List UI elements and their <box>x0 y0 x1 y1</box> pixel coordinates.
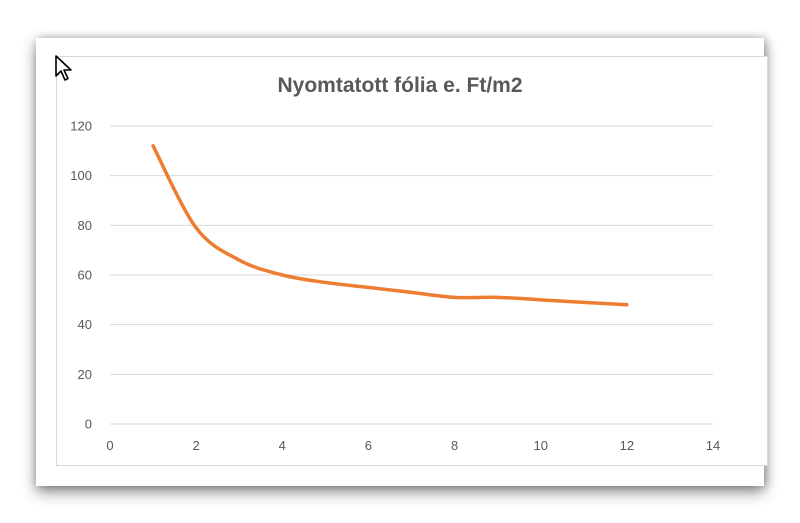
x-axis-ticks: 0 2 4 6 8 10 12 14 <box>106 438 720 453</box>
x-tick-label: 0 <box>106 438 113 453</box>
y-tick-label: 60 <box>78 268 92 283</box>
x-tick-label: 8 <box>451 438 458 453</box>
y-tick-label: 40 <box>78 317 92 332</box>
data-point <box>280 273 284 277</box>
x-tick-label: 14 <box>706 438 720 453</box>
chart-area <box>56 56 768 466</box>
data-point <box>194 226 198 230</box>
data-point <box>539 298 543 302</box>
data-point <box>453 295 457 299</box>
y-tick-label: 20 <box>78 367 92 382</box>
data-point <box>496 295 500 299</box>
y-axis-ticks: 0 20 40 60 80 100 120 <box>70 119 92 432</box>
x-tick-label: 2 <box>193 438 200 453</box>
x-tick-label: 10 <box>533 438 547 453</box>
mouse-pointer-icon <box>55 55 72 81</box>
data-point <box>625 303 629 307</box>
data-point <box>366 285 370 289</box>
x-tick-label: 12 <box>620 438 634 453</box>
chart-title: Nyomtatott fólia e. Ft/m2 <box>277 74 523 97</box>
series-group <box>151 144 629 307</box>
y-tick-label: 100 <box>70 168 92 183</box>
data-point <box>582 300 586 304</box>
y-tick-label: 0 <box>85 417 92 432</box>
x-tick-label: 6 <box>365 438 372 453</box>
data-point <box>151 144 155 148</box>
y-tick-label: 120 <box>70 119 92 134</box>
data-point <box>410 290 413 294</box>
y-tick-label: 80 <box>78 218 92 233</box>
data-point <box>237 258 241 262</box>
gridlines <box>110 125 713 425</box>
x-tick-label: 4 <box>279 438 286 453</box>
series-line-0 <box>151 144 629 307</box>
data-point <box>323 280 327 284</box>
